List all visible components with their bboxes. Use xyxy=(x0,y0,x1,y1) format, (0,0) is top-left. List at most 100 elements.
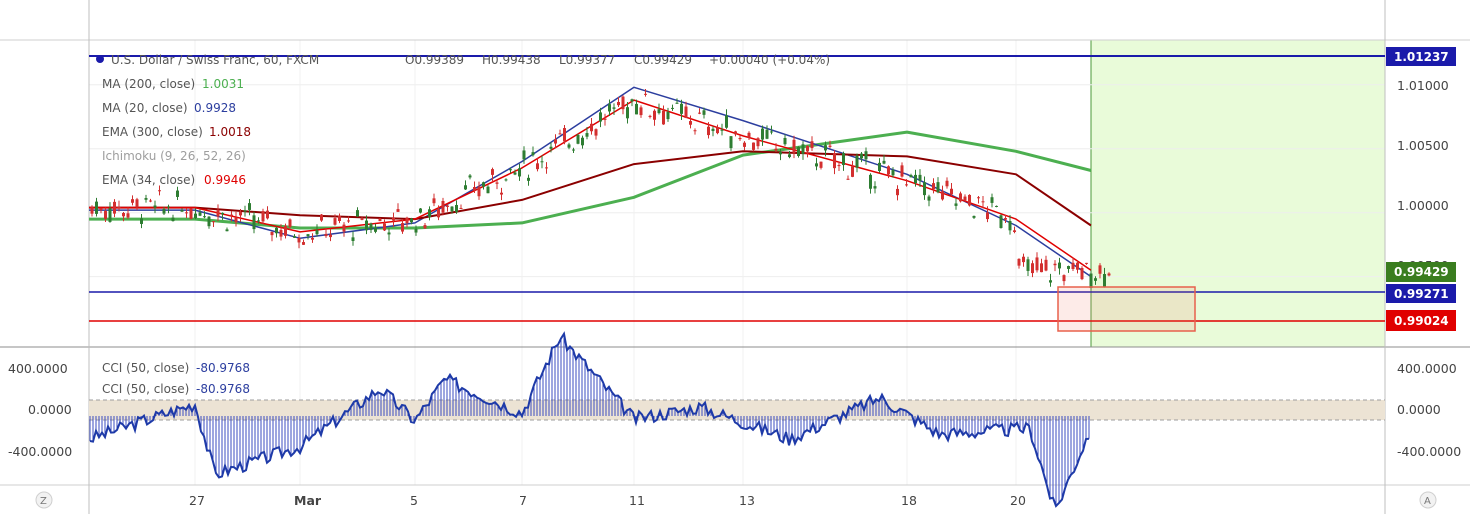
indicator-ema34-value: 0.9946 xyxy=(204,173,246,187)
candle-body xyxy=(1004,218,1007,220)
candle-body xyxy=(572,149,575,151)
candle-body xyxy=(635,103,638,115)
candle-body xyxy=(824,145,827,151)
candle-body xyxy=(846,178,850,180)
candle-body xyxy=(1035,257,1039,271)
candle-body xyxy=(351,237,355,241)
indicator-ichimoku-label[interactable]: Ichimoku (9, 26, 52, 26) xyxy=(102,149,246,163)
candle-body xyxy=(855,155,859,168)
candle-body xyxy=(369,223,373,230)
price-tag-support xyxy=(1386,284,1456,303)
price-tags: 1.01237 0.99429 0.99271 0.99024 xyxy=(1386,47,1456,331)
candle-body xyxy=(765,129,769,139)
candle-body xyxy=(585,133,589,137)
candle-body xyxy=(936,182,940,193)
candle-body xyxy=(666,111,670,120)
time-tick: 18 xyxy=(901,493,917,508)
auto-scale-button[interactable] xyxy=(1419,491,1437,509)
candle-body xyxy=(410,218,413,223)
candle-body xyxy=(626,107,629,119)
price-tick-label: 1.00000 xyxy=(1397,198,1449,213)
candle-body xyxy=(1062,275,1066,282)
time-axis[interactable]: 27 Mar 5 7 11 13 18 20 xyxy=(189,493,1026,508)
candle-body xyxy=(225,229,229,232)
candle-body xyxy=(959,193,962,202)
candle-body xyxy=(549,146,553,149)
candle-body xyxy=(482,182,485,187)
indicator-ma200-value: 1.0031 xyxy=(202,77,244,91)
candle-body xyxy=(1008,221,1012,231)
candle-body xyxy=(99,208,103,211)
candle-body xyxy=(558,133,562,135)
cci-axis[interactable]: 400.0000 0.0000 -400.0000 400.0000 0.000… xyxy=(8,361,1461,459)
candle-body xyxy=(887,166,890,175)
candle-body xyxy=(540,161,544,163)
time-tick: 20 xyxy=(1010,493,1026,508)
candle-body xyxy=(203,216,206,218)
indicator-ema34-label[interactable]: EMA (34, close) xyxy=(102,173,195,187)
candle-body xyxy=(828,145,832,147)
candle-body xyxy=(986,212,989,220)
auto-scale-button-label: A xyxy=(1424,496,1431,507)
candle-body xyxy=(563,128,566,142)
candle-body xyxy=(878,162,881,171)
candle-body xyxy=(693,130,697,132)
candle-body xyxy=(360,218,364,220)
candle-body xyxy=(473,187,476,191)
candle-body xyxy=(432,198,436,204)
candle-body xyxy=(221,212,224,215)
candle-body xyxy=(198,212,202,216)
candle-body xyxy=(918,174,922,181)
candle-body xyxy=(108,208,112,222)
rectangle-drawing[interactable] xyxy=(1057,286,1196,332)
candle-body xyxy=(1031,263,1034,274)
candle-body xyxy=(428,209,431,218)
candle-body xyxy=(797,147,800,157)
candle-body xyxy=(468,175,472,178)
candle-body xyxy=(365,220,368,231)
candle-body xyxy=(909,175,913,178)
price-tick-label: 1.00500 xyxy=(1397,138,1449,153)
candle-body xyxy=(756,138,760,147)
candle-body xyxy=(153,205,157,208)
candle-body xyxy=(266,210,269,219)
candle-body xyxy=(1053,263,1057,266)
zoom-button[interactable] xyxy=(35,491,53,509)
candle-body xyxy=(594,129,598,136)
candle-body xyxy=(1094,278,1097,281)
candle-body xyxy=(185,212,188,214)
candle-body xyxy=(500,192,503,195)
candle-body xyxy=(248,203,251,210)
indicator-ema300-label[interactable]: EMA (300, close) xyxy=(102,125,203,139)
candle-body xyxy=(279,229,283,237)
candle-body xyxy=(1022,256,1025,263)
indicator-ma200-label[interactable]: MA (200, close) xyxy=(102,77,195,91)
candle-body xyxy=(333,218,337,225)
candle-body xyxy=(423,225,427,229)
candle-body xyxy=(1107,273,1111,276)
candle-body xyxy=(252,215,256,230)
candle-body xyxy=(639,107,643,116)
candlesticks xyxy=(90,88,1111,291)
candle-body xyxy=(261,211,265,222)
candle-body xyxy=(801,144,805,154)
cci-label-2[interactable]: CCI (50, close) xyxy=(102,382,189,396)
candle-body xyxy=(932,183,935,190)
candle-body xyxy=(900,165,904,177)
cci-label-1[interactable]: CCI (50, close) xyxy=(102,361,189,375)
candle-body xyxy=(648,115,652,117)
candle-body xyxy=(968,194,971,206)
candle-body xyxy=(117,206,121,209)
candle-body xyxy=(392,217,395,221)
candle-body xyxy=(644,93,647,95)
indicator-ma20-label[interactable]: MA (20, close) xyxy=(102,101,188,115)
candle-body xyxy=(1017,258,1021,266)
candle-body xyxy=(806,145,809,152)
series-line-ema-300-close-[interactable] xyxy=(89,150,1092,227)
price-tag-close xyxy=(1386,262,1456,282)
cci-line[interactable] xyxy=(89,331,1090,508)
candle-body xyxy=(981,201,985,203)
symbol-title[interactable]: U.S. Dollar / Swiss Franc, 60, FXCM xyxy=(111,53,319,67)
candle-body xyxy=(383,223,386,231)
